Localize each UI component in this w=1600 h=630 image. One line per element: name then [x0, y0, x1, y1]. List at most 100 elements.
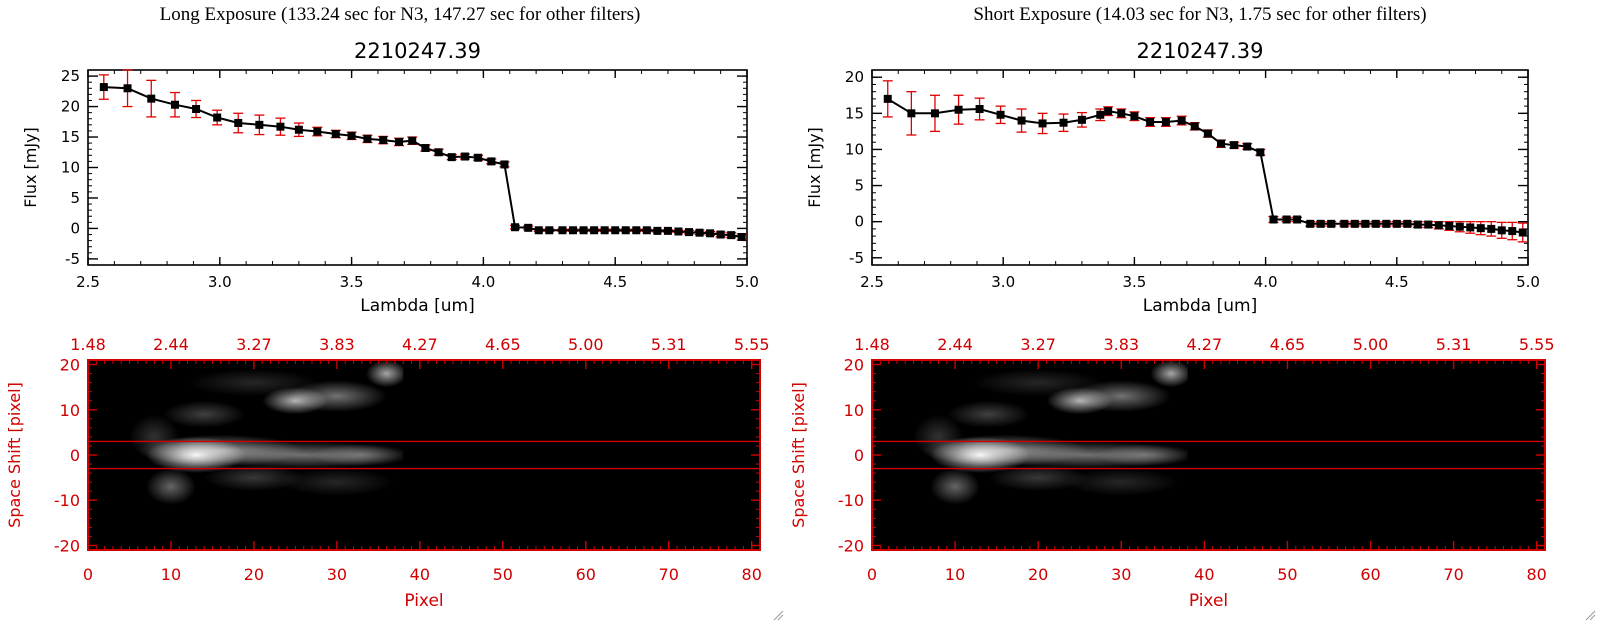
data-point: [474, 153, 483, 162]
data-point: [434, 148, 443, 157]
x-tick-label: 60: [1360, 565, 1380, 584]
y-tick-label: -20: [54, 536, 80, 555]
top-tick-label: 4.27: [402, 335, 438, 354]
y-tick-label: 5: [854, 177, 864, 195]
data-point: [1497, 226, 1506, 235]
data-point: [363, 134, 372, 143]
image-emission: [129, 414, 180, 460]
data-point: [907, 109, 916, 118]
data-point: [674, 227, 683, 236]
spectral-image-0: 0 10 20 30 40 50 60 70 80 1.48 2.44 3.27 3.83 4.27 4.6…: [5, 335, 770, 611]
data-point: [621, 226, 630, 235]
image-emission: [187, 369, 321, 397]
data-point: [331, 129, 340, 138]
image-emission: [946, 400, 1030, 428]
top-tick-label: 4.65: [1270, 335, 1306, 354]
data-point: [653, 226, 662, 235]
data-point: [294, 125, 303, 134]
top-tick-label: 3.27: [1020, 335, 1056, 354]
data-point: [213, 113, 222, 122]
spectrum-title: 2210247.39: [354, 39, 481, 63]
data-point: [1445, 222, 1454, 230]
data-point: [883, 94, 892, 103]
data-point: [1487, 224, 1496, 233]
y-tick-label: 25: [61, 67, 80, 85]
resize-grip-icon[interactable]: [772, 606, 784, 621]
resize-grip-icon[interactable]: [1584, 606, 1596, 621]
data-point: [147, 94, 156, 103]
x-tick-label: 0: [867, 565, 877, 584]
image-emission: [988, 464, 1089, 492]
y-tick-label: 10: [845, 140, 864, 158]
data-point: [500, 160, 509, 169]
data-point: [1269, 215, 1278, 224]
series-line: [887, 98, 1523, 234]
y-tick-label: 0: [854, 213, 864, 231]
data-point: [1146, 118, 1155, 126]
image-emission: [971, 369, 1105, 397]
x-tick-label: 70: [659, 565, 679, 584]
data-point: [695, 228, 704, 237]
image-emission: [278, 468, 395, 496]
data-point: [255, 120, 264, 129]
x-tick-label: 60: [576, 565, 596, 584]
data-point: [1508, 227, 1517, 236]
data-point: [1117, 109, 1126, 118]
data-point: [569, 226, 578, 235]
spectrum-plot-1: 2210247.39 2.5 3.0 3.5 4.0 4.5 5.0 -5 0 5 10 15 20 La…: [805, 39, 1540, 316]
data-point: [534, 226, 543, 235]
x-tick-label: 5.0: [735, 273, 759, 291]
top-tick-label: 2.44: [153, 335, 189, 354]
y-tick-label: 0: [854, 446, 864, 465]
data-point: [685, 228, 694, 237]
y-tick-label: 10: [61, 159, 80, 177]
image-no-data: [403, 360, 760, 550]
data-point: [276, 122, 285, 131]
data-point: [1424, 220, 1433, 229]
top-tick-label: 4.65: [485, 335, 521, 354]
data-point: [421, 144, 430, 152]
y-tick-label: 10: [60, 401, 80, 420]
x-tick-label: 20: [244, 565, 264, 584]
panel-title-long-exposure: Long Exposure (133.24 sec for N3, 147.27…: [159, 4, 641, 25]
spectrum-frame: [87, 69, 748, 266]
y-tick-label: 0: [70, 446, 80, 465]
image-emission: [162, 400, 246, 428]
x-tick-label: 40: [1194, 565, 1214, 584]
x-tick-label: 70: [1443, 565, 1463, 584]
x-tick-label: 4.5: [1385, 273, 1409, 291]
data-point: [1177, 116, 1186, 125]
data-point: [1293, 215, 1302, 224]
top-tick-label: 3.27: [236, 335, 272, 354]
data-point: [347, 131, 356, 140]
x-axis-label: Lambda [um]: [1143, 296, 1257, 316]
y-tick-label: 20: [845, 68, 864, 86]
x-tick-label: 40: [410, 565, 430, 584]
data-point: [1413, 220, 1422, 229]
y-axis-label: Flux [mJy]: [805, 127, 824, 208]
y-tick-label: -5: [849, 249, 864, 267]
y-tick-label: 0: [70, 219, 80, 237]
data-point: [632, 226, 641, 235]
y-tick-label: 5: [70, 189, 80, 207]
y-tick-label: -5: [65, 250, 80, 268]
data-point: [1104, 107, 1113, 116]
top-tick-label: 5.55: [734, 335, 770, 354]
data-point: [1282, 215, 1291, 224]
data-point: [447, 153, 456, 162]
x-axis-label: Pixel: [404, 591, 443, 611]
data-point: [930, 109, 939, 118]
data-point: [996, 110, 1005, 119]
y-tick-label: 15: [61, 128, 80, 146]
data-point: [1350, 219, 1359, 228]
image-no-data: [1187, 360, 1545, 550]
data-point: [1256, 148, 1265, 157]
x-tick-label: 3.0: [208, 273, 232, 291]
image-emission: [204, 464, 304, 492]
x-axis-label: Pixel: [1189, 591, 1228, 611]
data-point: [600, 226, 609, 235]
y-axis-label: Space Shift [pixel]: [5, 382, 24, 528]
data-point: [1243, 142, 1252, 151]
data-point: [1059, 118, 1068, 127]
